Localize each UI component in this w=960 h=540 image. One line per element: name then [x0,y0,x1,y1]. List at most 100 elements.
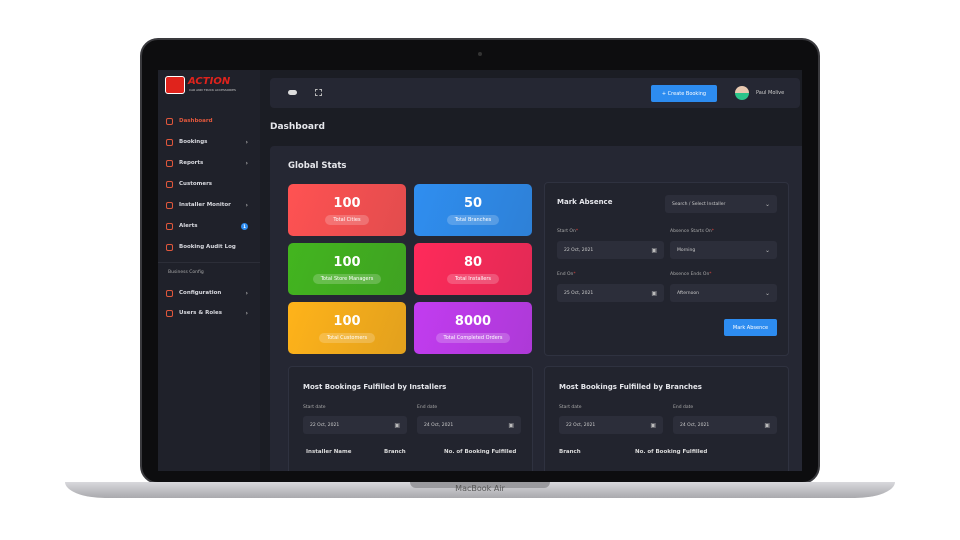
start-date-input[interactable]: 22 Oct, 2021 ▣ [559,416,663,434]
sidebar-item-bookings[interactable]: Bookings › [166,136,248,148]
sidebar-item-label: Alerts [179,223,198,229]
column-header[interactable]: Installer Name [306,449,352,455]
theme-toggle-icon[interactable] [288,90,297,95]
stat-label: Total Completed Orders [435,332,511,343]
laptop-base [65,482,895,498]
home-icon [166,117,173,125]
create-booking-button[interactable]: + Create Booking [651,85,717,102]
column-header[interactable]: No. of Booking Fulfilled [635,449,708,455]
calendar-icon: ▣ [651,246,657,254]
clock-icon [166,159,173,167]
sidebar-item-customers[interactable]: Customers [166,178,248,190]
sidebar-item-label: Configuration [179,290,222,296]
sidebar-item-configuration[interactable]: Configuration › [166,287,248,299]
sidebar-item-alerts[interactable]: Alerts 1 [166,220,248,232]
sidebar-item-label: Dashboard [179,118,213,124]
stat-label: Total Customers [318,332,376,343]
stat-value: 50 [463,195,483,211]
input-value: 24 Oct, 2021 [424,422,454,428]
logo-text: ACTION [188,76,231,87]
chevron-right-icon: › [245,289,248,297]
sidebar-item-label: Bookings [179,139,208,145]
stat-card[interactable]: 8000 Total Completed Orders [414,302,532,354]
sidebar-item-installer-monitor[interactable]: Installer Monitor › [166,199,248,211]
sidebar-item-label: Reports [179,160,204,166]
stat-value: 80 [463,254,483,270]
logo-tagline: CAR AND TRUCK ACCESSORIES [189,88,236,92]
column-header[interactable]: No. of Booking Fulfilled [444,449,517,455]
laptop-notch [410,482,550,488]
stat-value: 100 [333,313,361,329]
stat-card[interactable]: 100 Total Cities [288,184,406,236]
monitor-icon [166,201,173,209]
chevron-down-icon: ⌄ [764,289,770,297]
card-title: Most Bookings Fulfilled by Installers [303,383,447,391]
user-name[interactable]: Paul Molive [756,90,785,96]
mark-absence-button[interactable]: Mark Absence [724,319,777,336]
stat-card[interactable]: 100 Total Store Managers [288,243,406,295]
select-placeholder: Search / Select Installer [672,201,726,207]
start-date-input[interactable]: 22 Oct, 2021 ▣ [303,416,407,434]
sidebar-item-label: Installer Monitor [179,202,231,208]
brand-logo[interactable]: ACTION CAR AND TRUCK ACCESSORIES [165,76,255,96]
select-value: Afternoon [677,290,699,296]
alert-icon [166,222,173,230]
sidebar-item-label: Customers [179,181,213,187]
end-date-input[interactable]: 24 Oct, 2021 ▣ [417,416,521,434]
input-value: 25 Oct, 2021 [564,290,594,296]
sidebar-item-booking-audit-log[interactable]: Booking Audit Log [166,241,248,253]
calendar-icon: ▣ [764,421,770,429]
calendar-icon: ▣ [651,289,657,297]
installer-select[interactable]: Search / Select Installer ⌄ [665,195,777,213]
start-date-label: Start date [303,405,326,410]
chevron-right-icon: › [245,309,248,317]
select-value: Morning [677,247,696,253]
sidebar-item-reports[interactable]: Reports › [166,157,248,169]
stat-label: Total Store Managers [312,273,382,284]
stat-label: Total Installers [446,273,500,284]
column-header[interactable]: Branch [384,449,406,455]
topbar: + Create Booking Paul Molive [270,78,800,108]
file-icon [166,243,173,251]
device-label: MacBook Air [455,484,505,493]
stat-card[interactable]: 50 Total Branches [414,184,532,236]
stat-card[interactable]: 80 Total Installers [414,243,532,295]
chevron-right-icon: › [245,159,248,167]
page-title: Dashboard [270,122,325,132]
stat-card[interactable]: 100 Total Customers [288,302,406,354]
absence-starts-select[interactable]: Morning ⌄ [670,241,777,259]
input-value: 22 Oct, 2021 [310,422,340,428]
column-header[interactable]: Branch [559,449,581,455]
camera [478,52,482,56]
section-title: Global Stats [288,161,347,171]
branches-card: Most Bookings Fulfilled by Branches Star… [544,366,789,471]
stat-value: 100 [333,195,361,211]
chevron-down-icon: ⌄ [764,246,770,254]
stat-value: 100 [333,254,361,270]
global-stats-panel: Global Stats 100 Total Cities 50 Total Bran… [270,146,802,471]
ends-label: Absence Ends On* [670,272,712,277]
stat-label: Total Branches [446,214,500,225]
card-title: Most Bookings Fulfilled by Branches [559,383,702,391]
input-value: 22 Oct, 2021 [566,422,596,428]
end-date-input[interactable]: 24 Oct, 2021 ▣ [673,416,777,434]
screen: ACTION CAR AND TRUCK ACCESSORIES Dashboa… [158,70,802,471]
end-date-input[interactable]: 25 Oct, 2021 ▣ [557,284,664,302]
divider [158,262,260,263]
start-date-input[interactable]: 22 Oct, 2021 ▣ [557,241,664,259]
start-label: Start On* [557,229,579,234]
alert-badge: 1 [241,222,248,230]
section-label: Business Config [168,270,204,275]
sidebar-item-users-roles[interactable]: Users & Roles › [166,307,248,319]
sidebar-item-dashboard[interactable]: Dashboard [166,115,248,127]
installers-card: Most Bookings Fulfilled by Installers St… [288,366,533,471]
avatar[interactable] [735,86,749,100]
fullscreen-icon[interactable] [315,89,322,96]
end-label: End On* [557,272,576,277]
calendar-icon: ▣ [508,421,514,429]
calendar-icon: ▣ [394,421,400,429]
calendar-icon [166,138,173,146]
end-date-label: End date [673,405,694,410]
absence-ends-select[interactable]: Afternoon ⌄ [670,284,777,302]
start-date-label: Start date [559,405,582,410]
